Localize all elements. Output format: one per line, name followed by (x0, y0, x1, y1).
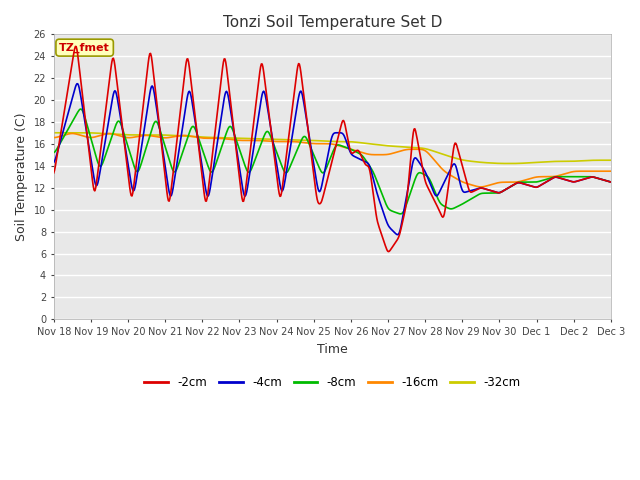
Legend: -2cm, -4cm, -8cm, -16cm, -32cm: -2cm, -4cm, -8cm, -16cm, -32cm (140, 371, 525, 394)
Y-axis label: Soil Temperature (C): Soil Temperature (C) (15, 112, 28, 241)
Text: TZ_fmet: TZ_fmet (60, 43, 110, 53)
Title: Tonzi Soil Temperature Set D: Tonzi Soil Temperature Set D (223, 15, 442, 30)
X-axis label: Time: Time (317, 343, 348, 356)
